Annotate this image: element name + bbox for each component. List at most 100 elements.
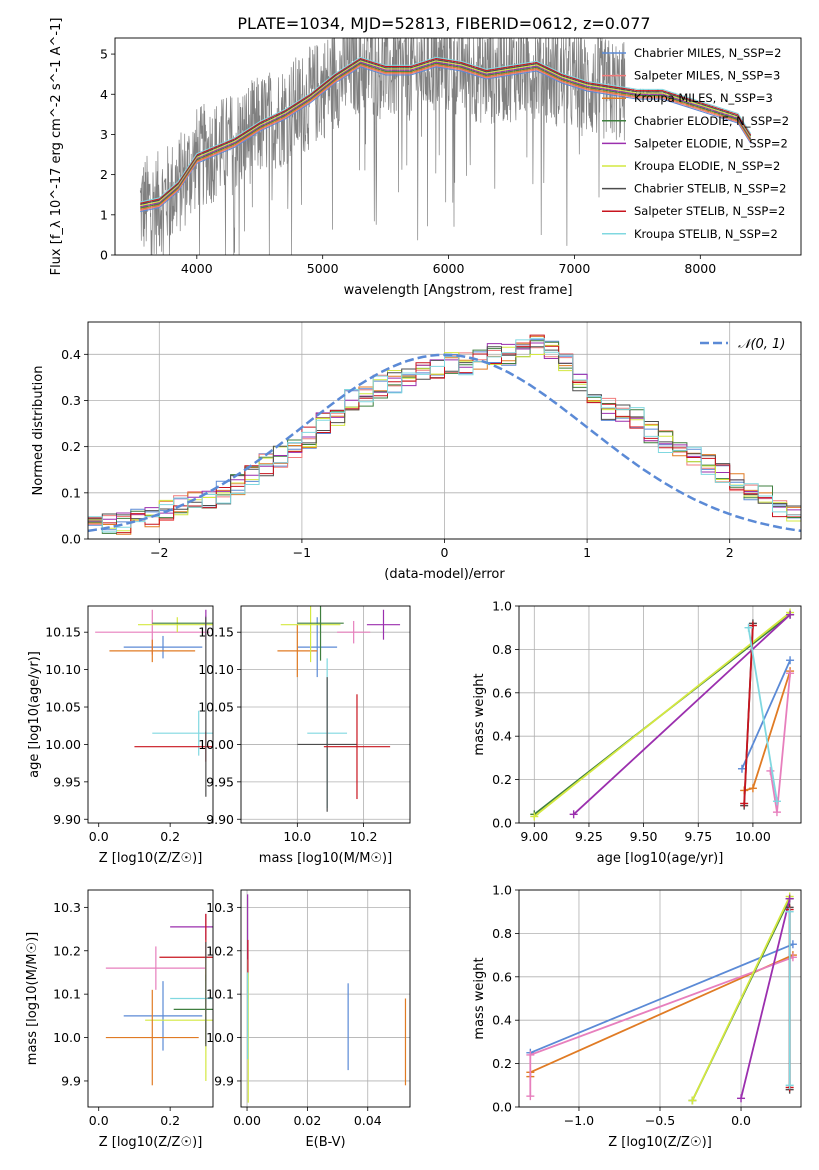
x-tick-label: 0.0	[89, 829, 109, 844]
errorbar-kroupa_stelib	[152, 710, 213, 756]
plot-area	[530, 608, 795, 821]
x-tick-label: 0.04	[354, 1113, 382, 1128]
errorbar-kroupa_miles	[109, 639, 196, 663]
x-tick-label: 2	[726, 545, 734, 560]
model-line-kroupa_stelib	[140, 56, 752, 203]
y-tick-label: 0.1	[61, 485, 81, 500]
errorbar-chabrier_elodie	[297, 606, 344, 661]
point-marker	[766, 766, 775, 775]
legend-label: 𝒩(0, 1)	[738, 337, 785, 352]
x-tick-label: 8000	[684, 261, 716, 276]
errorbar-pink	[337, 620, 371, 644]
errorbar-kroupa_miles	[105, 989, 199, 1086]
legend-label: Kroupa MILES, N_SSP=3	[634, 91, 773, 105]
x-tick-label: 9.25	[575, 829, 603, 844]
y-tick-label: 0.6	[492, 969, 512, 984]
y-tick-label: 10.00	[45, 737, 81, 752]
point-marker	[786, 610, 795, 619]
y-tick-label: 0.0	[61, 532, 81, 547]
point-marker	[786, 656, 795, 665]
y-tick-label: 3	[100, 127, 108, 142]
legend-label: Salpeter ELODIE, N_SSP=2	[634, 136, 788, 150]
y-tick-label: 1.0	[492, 599, 512, 614]
errorbar-kroupa_elodie	[280, 606, 341, 663]
y-tick-label: 0.4	[492, 1013, 512, 1028]
point-marker	[748, 784, 757, 793]
model-line-salpeter_miles	[140, 65, 752, 211]
x-tick-label: 0.02	[293, 1113, 321, 1128]
y-tick-label: 9.90	[53, 812, 81, 827]
panel-weight_vs_Z: −1.0 −0.5 0.0 0.0 0.2 0.4 0.6 0.8 1.0 Z [log10(Z/…	[472, 883, 802, 1150]
axes-frame	[87, 605, 214, 824]
point-marker	[526, 1050, 535, 1059]
y-tick-label: 0.2	[492, 772, 512, 787]
y-tick-label: 0.0	[492, 816, 512, 831]
y-tick-label: 5	[100, 47, 108, 62]
errorbar-chabrier_stelib	[297, 677, 357, 812]
point-marker	[748, 621, 757, 630]
axes-frame	[240, 889, 411, 1108]
point-marker	[785, 1081, 794, 1090]
panel-residuals: −2 −1 0 1 2 0.0 0.1 0.2 0.3 0.4 (data-model)/error…	[31, 321, 802, 582]
y-axis-label: Flux [f_λ 10^-17 erg cm^-2 s^-1 A^-1]	[49, 18, 64, 276]
y-tick-label: 1.0	[492, 883, 512, 898]
plot-area	[105, 913, 213, 1086]
legend-label: Chabrier ELODIE, N_SSP=2	[634, 114, 789, 128]
point-marker	[530, 812, 539, 821]
point-marker	[786, 669, 795, 678]
y-tick-label: 0.2	[492, 1056, 512, 1071]
x-axis-label: E(B-V)	[305, 1135, 345, 1150]
axes-frame	[240, 605, 411, 824]
weight-line-chabrier_miles	[529, 943, 794, 1054]
y-axis-label: mass weight	[472, 957, 487, 1039]
x-tick-label: 6000	[433, 261, 465, 276]
point-marker	[785, 907, 794, 916]
y-tick-label: 0.8	[492, 642, 512, 657]
model-line-salpeter_stelib	[140, 57, 752, 204]
model-line-chabrier_stelib	[140, 59, 752, 205]
legend: 𝒩(0, 1)	[700, 337, 785, 352]
y-tick-label: 10.10	[198, 662, 234, 677]
plot-area	[88, 334, 801, 535]
y-tick-label: 10.00	[198, 737, 234, 752]
weight-line-kroupa_elodie	[691, 896, 791, 1101]
errorbar-chabrier_miles	[297, 617, 338, 678]
y-tick-label: 0.8	[492, 926, 512, 941]
x-tick-label: 9.75	[684, 829, 712, 844]
y-tick-label: 9.9	[214, 1073, 234, 1088]
x-tick-label: 0.2	[160, 829, 180, 844]
gridlines	[241, 606, 410, 823]
y-tick-label: 10.05	[45, 700, 81, 715]
y-tick-label: 0.4	[492, 729, 512, 744]
y-tick-label: 10.15	[45, 625, 81, 640]
weight-line-kroupa_elodie	[533, 611, 791, 818]
legend-label: Chabrier STELIB, N_SSP=2	[634, 182, 786, 196]
axes-frame	[87, 889, 214, 1108]
y-tick-label: 0.4	[61, 347, 81, 362]
errorbar-chabrier_miles	[123, 635, 203, 659]
legend: Chabrier MILES, N_SSP=2 Salpeter MILES, N…	[602, 46, 789, 241]
model-line-salpeter_elodie	[140, 61, 752, 208]
x-tick-label: 7000	[559, 261, 591, 276]
x-tick-label: −2	[150, 545, 168, 560]
x-tick-label: 10.0	[283, 829, 311, 844]
panel-mass_vs_Z: 0.0 0.2 9.9 10.0 10.1 10.2 10.3 Z [log10(Z/Z☉)]…	[25, 889, 214, 1150]
weight-line-kroupa_stelib	[747, 627, 778, 802]
x-tick-label: 0.0	[89, 1113, 109, 1128]
errorbar-pink	[105, 946, 206, 990]
point-marker	[526, 1092, 535, 1101]
y-tick-label: 10.3	[53, 900, 81, 915]
x-tick-label: −1.0	[564, 1113, 594, 1128]
x-axis-label: Z [log10(Z/Z☉)]	[99, 1135, 203, 1150]
x-tick-label: 4000	[181, 261, 213, 276]
figure-title: PLATE=1034, MJD=52813, FIBERID=0612, z=0…	[237, 14, 650, 33]
errorbar-chabrier_miles	[123, 981, 203, 1051]
point-marker	[785, 894, 794, 903]
y-tick-label: 1	[100, 207, 108, 222]
x-axis-label: Z [log10(Z/Z☉)]	[99, 851, 203, 866]
legend-label: Kroupa ELODIE, N_SSP=2	[634, 159, 780, 173]
histogram-salpeter_stelib	[88, 334, 801, 534]
model-line-chabrier_elodie	[140, 62, 752, 209]
errorbar-salpeter_stelib	[323, 694, 391, 800]
